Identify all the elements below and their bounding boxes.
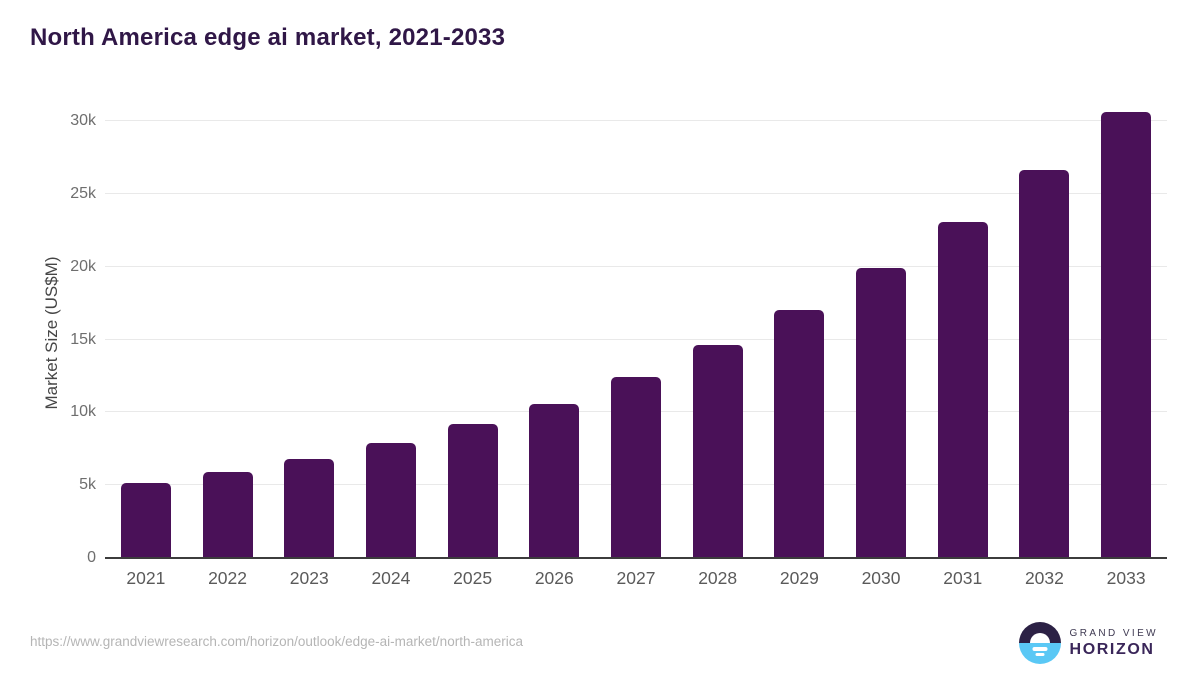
horizon-sun-icon [1018,622,1061,664]
logo-brand-name: GRAND VIEW [1069,627,1158,639]
bar-2023[interactable] [284,458,335,558]
bar-2021[interactable] [120,483,171,558]
y-axis-tick-labels: 0 5k 10k 15k 20k 25k 30k [28,105,96,566]
x-tick-label-2026: 2026 [534,568,574,588]
bar-2027[interactable] [610,376,661,558]
x-tick-label-2024: 2024 [371,568,411,588]
sun-dome-shape [1029,633,1050,643]
bar-slot-2031 [922,105,1004,558]
bar-2026[interactable] [529,403,580,558]
x-tick-label-2022: 2022 [208,568,247,588]
bar-slot-2028 [677,105,759,558]
gridline-25k [105,192,1167,194]
x-tick-label-2032: 2032 [1024,568,1064,588]
bar-slot-2026 [513,105,595,558]
x-tick-label-2029: 2029 [779,568,819,588]
bars-container [105,105,1167,558]
bar-2025[interactable] [447,424,498,558]
bar-2031[interactable] [937,221,988,558]
bar-slot-2029 [759,105,841,558]
y-tick-label-15k: 15k [70,330,96,348]
x-tick-label-2021: 2021 [126,568,166,588]
logo-text: GRAND VIEW HORIZON [1070,628,1158,659]
x-axis-tick-labels: 2021 2022 2023 2024 2025 2026 2027 2028 2029 2030… [105,568,1167,589]
gridline-20k [105,265,1167,267]
bar-2029[interactable] [774,309,825,558]
bar-slot-2021 [105,105,187,558]
bar-slot-2027 [595,105,677,558]
bar-slot-2033 [1085,105,1167,558]
y-tick-label-10k: 10k [70,403,96,421]
x-tick-label-2023: 2023 [289,568,329,588]
source-url: https://www.grandviewresearch.com/horizo… [30,634,523,649]
bar-2024[interactable] [365,442,416,558]
gridline-15k [105,338,1167,340]
x-tick-label-2030: 2030 [861,568,901,588]
gridline-30k [105,120,1167,122]
plot-area [105,105,1167,559]
grand-view-horizon-logo: GRAND VIEW HORIZON [1018,622,1158,664]
x-tick-label-2027: 2027 [616,568,656,588]
bar-slot-2022 [187,105,269,558]
bar-slot-2025 [432,105,514,558]
bar-slot-2024 [350,105,432,558]
x-tick-label-2028: 2028 [698,568,738,588]
bar-slot-2030 [840,105,922,558]
y-tick-label-25k: 25k [70,184,96,202]
y-tick-label-0: 0 [87,549,96,566]
bar-slot-2032 [1004,105,1086,558]
bar-2022[interactable] [202,472,253,558]
chart-title: North America edge ai market, 2021-2033 [30,24,506,51]
sun-reflection-line [1032,647,1048,651]
x-tick-label-2031: 2031 [943,568,983,588]
sun-reflection-line [1035,653,1045,656]
logo-product-name: HORIZON [1069,640,1155,658]
bar-2032[interactable] [1019,169,1070,558]
bar-slot-2023 [268,105,350,558]
x-tick-label-2033: 2033 [1106,568,1146,588]
bar-2033[interactable] [1101,112,1152,558]
y-tick-label-30k: 30k [70,112,96,130]
bar-2030[interactable] [856,268,907,558]
x-tick-label-2025: 2025 [453,568,493,588]
bar-2028[interactable] [692,345,743,558]
x-axis-line [105,557,1167,559]
y-tick-label-5k: 5k [79,476,96,494]
y-tick-label-20k: 20k [70,257,96,275]
